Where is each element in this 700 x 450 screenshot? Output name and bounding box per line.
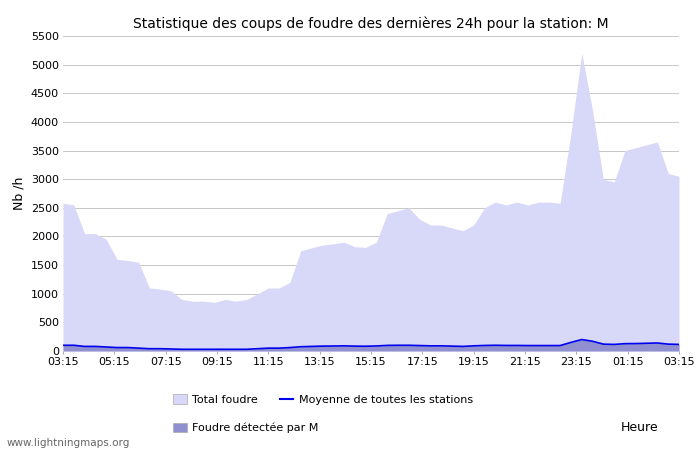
Text: Heure: Heure [620, 421, 658, 434]
Title: Statistique des coups de foudre des dernières 24h pour la station: M: Statistique des coups de foudre des dern… [133, 16, 609, 31]
Legend: Foudre détectée par M: Foudre détectée par M [174, 423, 318, 433]
Y-axis label: Nb /h: Nb /h [12, 177, 25, 210]
Text: www.lightningmaps.org: www.lightningmaps.org [7, 438, 130, 448]
